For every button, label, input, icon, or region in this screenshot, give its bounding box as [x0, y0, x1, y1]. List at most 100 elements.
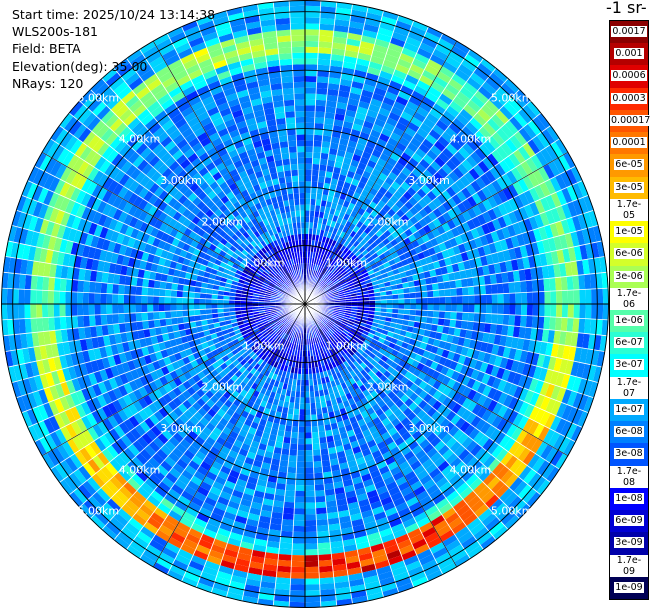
beta-cell	[386, 308, 393, 314]
beta-cell	[348, 21, 365, 30]
beta-cell	[329, 266, 335, 273]
beta-cell	[324, 177, 332, 184]
beta-cell	[315, 501, 327, 509]
beta-cell	[382, 96, 396, 107]
beta-cell	[494, 240, 503, 253]
beta-cell	[564, 331, 573, 347]
beta-cell	[502, 249, 511, 262]
beta-cell	[450, 182, 462, 194]
beta-cell	[182, 297, 189, 304]
beta-cell	[153, 296, 159, 304]
beta-cell	[321, 346, 327, 354]
beta-cell	[467, 286, 475, 296]
beta-cell	[526, 292, 533, 304]
beta-cell	[361, 259, 369, 266]
beta-cell	[425, 343, 433, 353]
beta-cell	[286, 472, 297, 480]
beta-cell	[59, 278, 67, 292]
beta-cell	[30, 289, 37, 304]
beta-cell	[323, 262, 329, 269]
beta-cell	[337, 243, 344, 251]
beta-cell	[403, 555, 420, 566]
beta-cell	[305, 391, 310, 398]
beta-cell	[12, 288, 19, 304]
beta-cell	[556, 344, 565, 359]
beta-cell	[459, 175, 471, 188]
beta-cell	[558, 154, 571, 172]
beta-cell	[430, 361, 439, 371]
beta-cell	[451, 549, 468, 563]
beta-cell	[506, 423, 518, 438]
beta-cell	[338, 293, 345, 297]
beta-cell	[276, 565, 292, 573]
beta-cell	[497, 216, 507, 229]
beta-cell	[509, 116, 524, 132]
beta-cell	[370, 338, 378, 345]
beta-cell	[510, 235, 520, 248]
beta-cell	[463, 81, 478, 95]
beta-cell	[382, 450, 393, 461]
beta-cell	[437, 135, 450, 148]
beta-cell	[327, 281, 334, 287]
beta-cell	[466, 77, 482, 91]
beta-cell	[176, 297, 183, 304]
beta-cell	[408, 315, 416, 322]
beta-cell	[483, 454, 496, 469]
beta-cell	[323, 276, 329, 283]
beta-cell	[539, 211, 550, 227]
beta-cell	[494, 355, 503, 368]
beta-cell	[337, 289, 344, 294]
beta-cell	[359, 442, 370, 452]
beta-cell	[562, 345, 571, 360]
beta-cell	[369, 300, 376, 304]
beta-cell	[363, 145, 374, 155]
beta-cell	[171, 283, 178, 291]
beta-cell	[513, 399, 524, 413]
beta-cell	[313, 461, 323, 468]
beta-cell	[435, 98, 450, 111]
beta-cell	[446, 399, 457, 411]
beta-cell	[473, 285, 481, 296]
beta-cell	[478, 126, 492, 140]
beta-cell	[298, 426, 305, 433]
beta-cell	[502, 381, 513, 395]
beta-cell	[36, 317, 44, 333]
beta-cell	[561, 290, 569, 304]
beta-cell	[567, 289, 574, 304]
beta-cell	[418, 423, 429, 435]
beta-cell	[415, 297, 422, 304]
beta-cell	[440, 232, 450, 243]
beta-cell	[547, 264, 555, 279]
beta-cell	[362, 242, 371, 250]
beta-cell	[502, 346, 511, 359]
beta-cell	[433, 354, 442, 364]
beta-cell	[414, 353, 423, 363]
beta-cell	[572, 318, 580, 333]
beta-cell	[331, 314, 338, 319]
beta-cell	[323, 339, 329, 346]
beta-cell	[510, 426, 523, 441]
beta-cell	[343, 314, 351, 319]
beta-cell	[291, 560, 305, 568]
beta-cell	[299, 409, 305, 416]
beta-cell	[430, 514, 446, 527]
beta-cell	[485, 363, 494, 376]
beta-cell	[337, 314, 344, 319]
beta-cell	[391, 313, 398, 319]
beta-cell	[452, 499, 467, 513]
beta-cell	[342, 273, 350, 279]
beta-cell	[518, 465, 532, 481]
beta-cell	[367, 362, 375, 371]
beta-cell	[329, 275, 336, 281]
beta-cell	[461, 469, 475, 483]
beta-cell	[418, 218, 428, 228]
beta-cell	[509, 476, 524, 492]
beta-cell	[456, 373, 466, 384]
beta-cell	[485, 516, 501, 532]
beta-cell	[419, 322, 427, 330]
beta-cell	[450, 311, 457, 320]
beta-cell	[414, 285, 422, 293]
beta-cell	[342, 318, 349, 323]
beta-cell	[477, 85, 493, 100]
